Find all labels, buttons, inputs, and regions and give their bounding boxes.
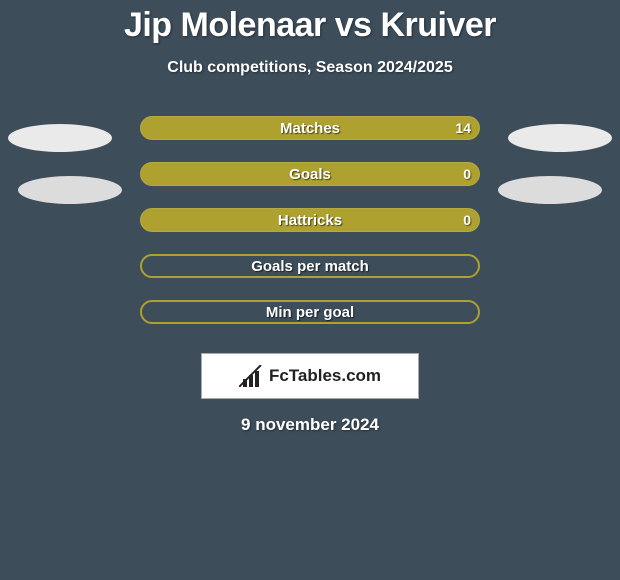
stat-row: Hattricks0 <box>0 197 620 243</box>
stat-value: 14 <box>455 117 471 139</box>
stat-label: Goals per match <box>142 256 478 276</box>
stat-row: Goals0 <box>0 151 620 197</box>
stat-row: Matches14 <box>0 105 620 151</box>
stat-rows: Matches14Goals0Hattricks0Goals per match… <box>0 105 620 335</box>
stat-bar: Min per goal <box>140 300 480 324</box>
stat-row: Goals per match <box>0 243 620 289</box>
stat-value: 0 <box>463 163 471 185</box>
report-date: 9 november 2024 <box>0 415 620 435</box>
stat-label: Matches <box>141 117 479 139</box>
bars-icon <box>239 365 263 387</box>
source-logo: FcTables.com <box>201 353 419 399</box>
subtitle: Club competitions, Season 2024/2025 <box>0 59 620 77</box>
stat-bar: Matches14 <box>140 116 480 140</box>
stat-value: 0 <box>463 209 471 231</box>
page-title: Jip Molenaar vs Kruiver <box>0 6 620 45</box>
stat-bar: Goals0 <box>140 162 480 186</box>
stat-bar: Hattricks0 <box>140 208 480 232</box>
stat-label: Min per goal <box>142 302 478 322</box>
stat-label: Hattricks <box>141 209 479 231</box>
stat-bar: Goals per match <box>140 254 480 278</box>
stat-row: Min per goal <box>0 289 620 335</box>
logo-text: FcTables.com <box>269 366 381 386</box>
stat-label: Goals <box>141 163 479 185</box>
